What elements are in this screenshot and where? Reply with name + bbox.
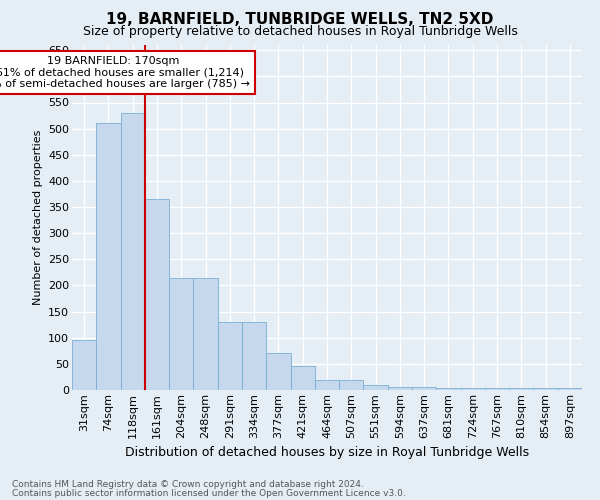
Bar bbox=[339, 380, 364, 390]
Bar bbox=[509, 388, 533, 390]
Bar bbox=[72, 340, 96, 390]
Bar bbox=[315, 380, 339, 390]
Bar bbox=[412, 388, 436, 390]
Text: Contains public sector information licensed under the Open Government Licence v3: Contains public sector information licen… bbox=[12, 488, 406, 498]
Bar bbox=[388, 388, 412, 390]
Bar bbox=[145, 199, 169, 390]
Bar bbox=[242, 322, 266, 390]
Bar bbox=[436, 388, 461, 390]
Text: Size of property relative to detached houses in Royal Tunbridge Wells: Size of property relative to detached ho… bbox=[83, 25, 517, 38]
Bar bbox=[169, 278, 193, 390]
Bar bbox=[218, 322, 242, 390]
Text: 19, BARNFIELD, TUNBRIDGE WELLS, TN2 5XD: 19, BARNFIELD, TUNBRIDGE WELLS, TN2 5XD bbox=[106, 12, 494, 28]
Bar bbox=[193, 278, 218, 390]
Bar bbox=[461, 388, 485, 390]
Text: Contains HM Land Registry data © Crown copyright and database right 2024.: Contains HM Land Registry data © Crown c… bbox=[12, 480, 364, 489]
Bar bbox=[558, 388, 582, 390]
Bar bbox=[96, 124, 121, 390]
Bar bbox=[290, 366, 315, 390]
Text: 19 BARNFIELD: 170sqm
← 61% of detached houses are smaller (1,214)
39% of semi-de: 19 BARNFIELD: 170sqm ← 61% of detached h… bbox=[0, 56, 250, 89]
Bar bbox=[533, 388, 558, 390]
Bar bbox=[485, 388, 509, 390]
X-axis label: Distribution of detached houses by size in Royal Tunbridge Wells: Distribution of detached houses by size … bbox=[125, 446, 529, 459]
Bar bbox=[364, 385, 388, 390]
Bar bbox=[121, 113, 145, 390]
Y-axis label: Number of detached properties: Number of detached properties bbox=[32, 130, 43, 305]
Bar bbox=[266, 354, 290, 390]
